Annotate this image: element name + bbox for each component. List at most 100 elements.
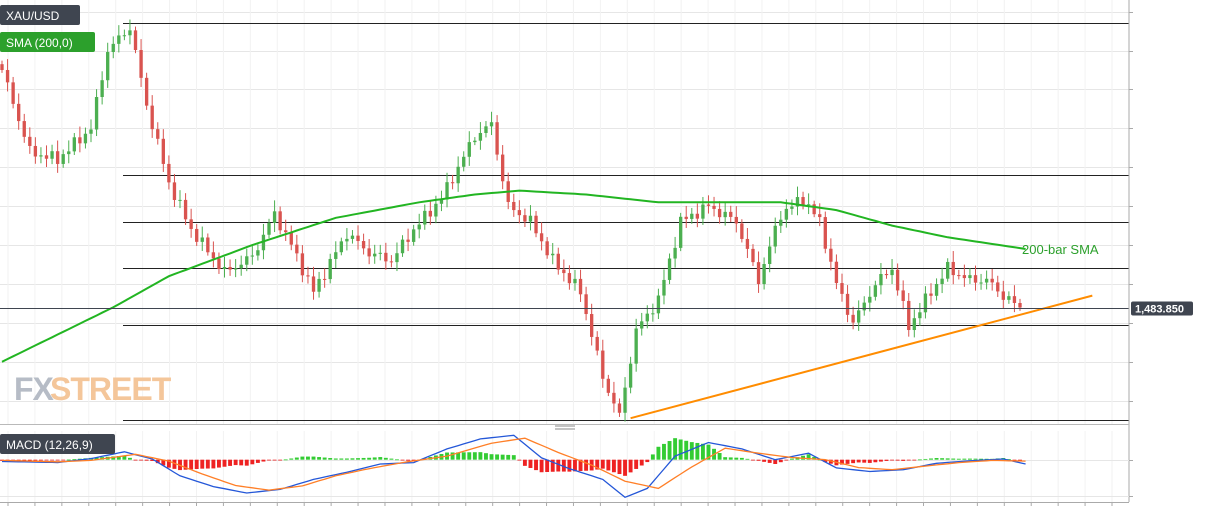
candle-body [17,103,21,122]
candle [250,245,254,265]
macd-histogram-bar [44,459,49,461]
macd-histogram-bar [550,459,555,472]
candle [33,137,38,164]
macd-histogram-bar [522,459,527,466]
sma-200-line [1,189,1026,363]
macd-histogram-bar [862,459,867,463]
macd-histogram-bar [828,459,833,464]
candle [545,237,549,259]
candle-body [562,269,566,274]
candle [322,268,327,288]
candle-body [445,182,449,200]
candle-body [823,217,827,249]
candle [22,113,26,143]
macd-histogram-bar [389,458,394,460]
candle [133,26,138,54]
candle-body [512,201,516,211]
candle [233,259,238,278]
candle-body [144,77,149,106]
candle [67,140,71,164]
sma-indicator-label[interactable]: SMA (200,0) [0,32,95,52]
macd-histogram-bar [61,459,66,461]
macd-histogram-bar [745,458,750,460]
candle-body [245,256,249,265]
macd-histogram-bar [155,459,160,464]
candle-body [128,30,132,36]
candle-body [495,122,499,155]
candle-body [934,283,939,296]
candle [5,59,10,92]
candle-body [640,321,644,329]
macd-histogram-bar [350,458,355,460]
candle [317,271,321,298]
candle [339,237,344,256]
macd-indicator-label[interactable]: MACD (12,26,9) [0,434,115,454]
candle [895,263,900,296]
candle-body [389,261,394,263]
candle [862,296,866,316]
candle [851,306,855,330]
candle-body [651,313,655,315]
candle-body [884,273,889,276]
candle-body [211,252,216,259]
candle-body [595,336,599,351]
macd-histogram-bar [767,459,772,463]
macd-histogram-bar [1012,459,1017,461]
candle [562,259,566,282]
candle [456,156,460,192]
macd-histogram-bar [951,458,956,460]
candle [489,111,494,136]
macd-histogram-bar [895,459,900,461]
candle-body [272,211,277,223]
candle [206,233,210,256]
candle-body [473,140,477,143]
macd-histogram-bar [467,452,472,460]
candle-body [133,30,138,51]
macd-histogram-bar [150,459,155,461]
candle [845,285,850,323]
candle [528,205,533,231]
candle-body [851,314,855,323]
candle [606,374,611,397]
macd-histogram-bar [289,458,294,460]
candle-body [712,205,716,209]
candle-body [845,293,850,315]
macd-signal-line [1,437,1026,491]
candle-body [567,273,572,284]
candle [773,217,777,254]
symbol-label[interactable]: XAU/USD [0,5,80,25]
candle-body [996,282,1000,292]
candle [695,203,700,228]
candle-body [795,197,800,207]
candle [311,266,316,300]
candle-body [178,199,182,201]
macd-histogram-bar [372,457,377,460]
sma-indicator-label-text: SMA (200,0) [6,36,73,50]
candle-body [829,248,833,262]
macd-histogram-bar [917,459,922,461]
candle [367,239,371,265]
macd-histogram-bar [406,459,411,461]
candle-body [929,293,933,296]
macd-histogram-bar [322,457,327,460]
candle [345,228,349,251]
candle-body [150,105,154,130]
candle [973,265,978,291]
fxstreet-watermark-fx: FX [14,371,55,407]
candle-body [628,363,633,388]
macd-histogram-bar [50,459,55,461]
candle [500,145,505,190]
panel-resize-handle[interactable] [555,425,575,430]
macd-histogram-bar [261,459,266,462]
candle [912,309,916,338]
candle [662,269,666,305]
candle [411,224,416,246]
candle-body [784,208,789,220]
candlesticks [0,19,1022,422]
macd-histogram-bar [639,459,644,466]
candle-body [228,267,232,270]
candle-body [373,253,377,257]
macd-histogram-bar [339,458,344,460]
candle-body [83,133,88,144]
